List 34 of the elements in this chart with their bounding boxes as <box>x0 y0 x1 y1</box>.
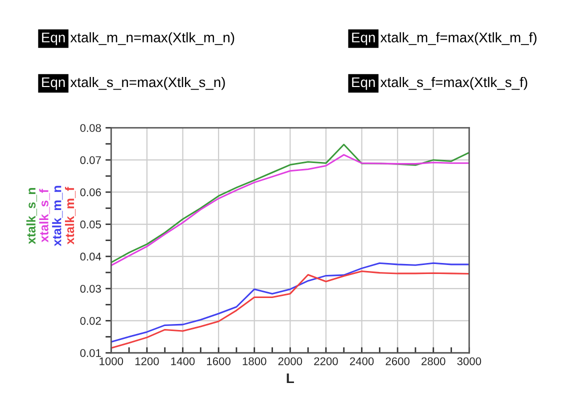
x-tick-label: 1400 <box>171 357 195 366</box>
x-tick-label: 2000 <box>278 357 302 366</box>
text: xtalk_m_n <box>52 186 63 246</box>
x-tick-label: 2400 <box>350 357 374 366</box>
y-tick-label: 0.02 <box>80 316 101 325</box>
x-tick-label: 2800 <box>422 357 446 366</box>
x-tick-label: 2600 <box>386 357 410 366</box>
line-series <box>111 270 470 349</box>
text: xtalk_s_f <box>39 188 50 242</box>
y-tick-label: 0.04 <box>80 252 102 261</box>
y-tick-label: 0.03 <box>80 284 101 293</box>
text: Eqn <box>42 77 65 90</box>
text: xtalk_m_f <box>64 186 76 244</box>
y-tick-label: 0.06 <box>80 188 101 196</box>
text: xtalk_m_f=max(Xtlk_m_f) <box>380 32 536 46</box>
y-tick-label: 0.05 <box>80 220 101 228</box>
text: Eqn <box>352 77 375 90</box>
text: Eqn <box>352 32 375 46</box>
text: xtalk_s_f=max(Xtlk_s_f) <box>380 76 528 90</box>
x-tick-label: 1600 <box>207 357 230 366</box>
text: xtalk_s_n=max(Xtlk_s_n) <box>70 76 225 90</box>
line-series <box>111 262 470 343</box>
text: xtalk_m_n=max(Xtlk_m_n) <box>70 32 234 46</box>
x-tick-label: 2200 <box>314 357 338 366</box>
y-tick-label: 0.01 <box>80 349 101 358</box>
text: xtalk_s_n <box>26 188 37 244</box>
x-tick-label: 1800 <box>242 357 266 366</box>
text: Eqn <box>42 32 65 46</box>
x-axis-title: L <box>286 373 294 384</box>
y-tick-label: 0.08 <box>80 124 101 132</box>
x-tick-label: 3000 <box>457 357 482 366</box>
x-tick-label: 1200 <box>135 357 159 366</box>
x-tick-label: 1000 <box>100 357 124 366</box>
y-tick-label: 0.07 <box>80 156 101 164</box>
